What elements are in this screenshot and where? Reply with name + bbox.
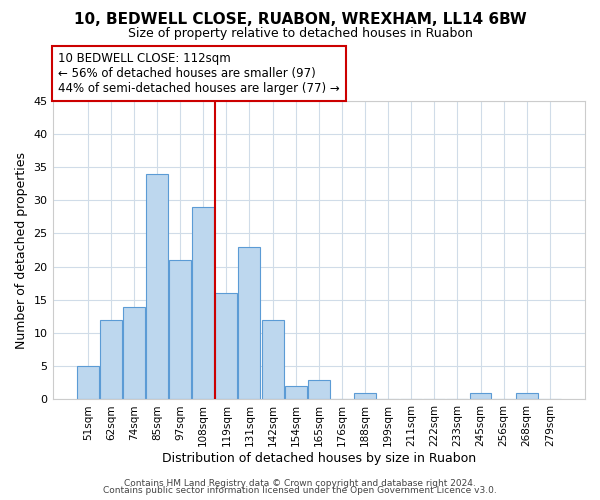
Bar [100, 320, 122, 400]
Text: 10 BEDWELL CLOSE: 112sqm
← 56% of detached houses are smaller (97)
44% of semi-d: 10 BEDWELL CLOSE: 112sqm ← 56% of detach… [58, 52, 340, 94]
Bar [284, 386, 307, 400]
Bar [262, 320, 284, 400]
Bar [308, 380, 330, 400]
Bar [192, 207, 214, 400]
Bar [77, 366, 98, 400]
Text: Contains public sector information licensed under the Open Government Licence v3: Contains public sector information licen… [103, 486, 497, 495]
X-axis label: Distribution of detached houses by size in Ruabon: Distribution of detached houses by size … [162, 452, 476, 465]
Bar [123, 306, 145, 400]
Bar [215, 293, 238, 400]
Text: Size of property relative to detached houses in Ruabon: Size of property relative to detached ho… [128, 28, 472, 40]
Bar [516, 393, 538, 400]
Text: 10, BEDWELL CLOSE, RUABON, WREXHAM, LL14 6BW: 10, BEDWELL CLOSE, RUABON, WREXHAM, LL14… [74, 12, 526, 28]
Text: Contains HM Land Registry data © Crown copyright and database right 2024.: Contains HM Land Registry data © Crown c… [124, 478, 476, 488]
Bar [169, 260, 191, 400]
Bar [354, 393, 376, 400]
Bar [470, 393, 491, 400]
Bar [238, 247, 260, 400]
Y-axis label: Number of detached properties: Number of detached properties [15, 152, 28, 348]
Bar [146, 174, 168, 400]
